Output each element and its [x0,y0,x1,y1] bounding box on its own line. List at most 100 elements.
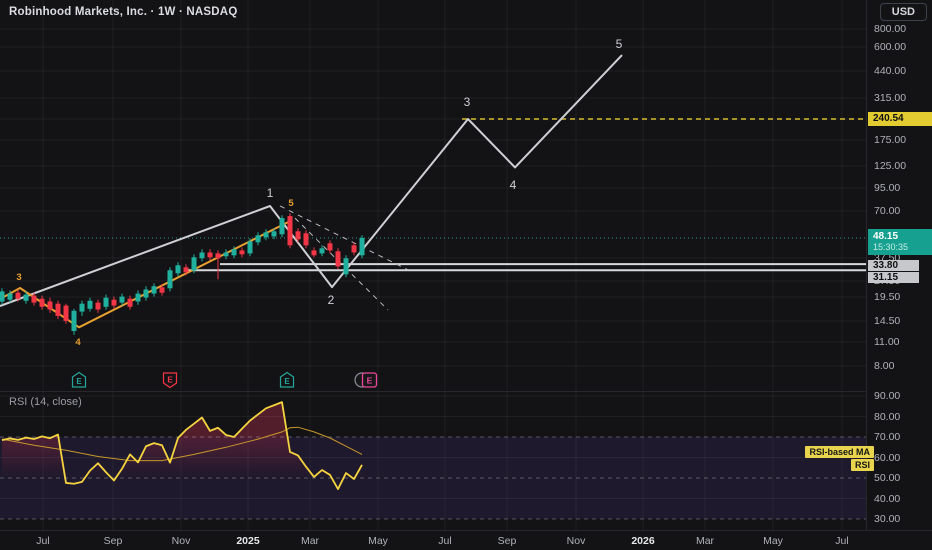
rsi-value-badge: RSI [850,459,874,471]
candle-body [207,252,213,258]
currency-button[interactable]: USD [879,3,927,21]
symbol-title[interactable]: Robinhood Markets, Inc. · 1W · NASDAQ [9,6,238,18]
candle-body [263,232,269,238]
rsi-axis-label: 80.00 [874,410,901,423]
rsi-line[interactable] [1,401,363,490]
candle-body [223,252,229,257]
price-axis-label: 70.00 [874,205,901,217]
candle-body [0,291,5,302]
elliott-wave-primary-label[interactable]: 2 [328,293,335,307]
candle-body [47,301,53,310]
candle-body [183,267,189,273]
time-axis-year-label: 2025 [236,535,260,547]
elliott-wave-minor-label[interactable]: 3 [16,272,21,283]
candle-body [287,216,293,246]
svg-text:E: E [284,377,290,386]
candle-body [271,231,277,237]
time-axis-month-label: Nov [566,535,586,547]
candle-body [135,293,141,302]
price-axis-label: 125.00 [874,160,907,172]
rsi-axis-label: 30.00 [874,513,901,525]
price-axis-label: 440.00 [874,65,907,77]
trend-channel-dashed-1[interactable] [279,205,409,271]
candle-body [127,298,133,307]
earnings-marker-icon[interactable]: E [71,371,87,388]
time-axis-month-label: Sep [497,535,517,547]
candle-body [175,265,181,274]
rsi-axis-label: 50.00 [874,472,901,484]
candle-body [15,292,21,299]
candle-body [231,249,237,256]
elliott-wave-primary[interactable] [0,54,623,307]
time-axis-month-label: Jul [438,535,452,547]
elliott-wave-primary-label[interactable]: 5 [616,37,623,51]
candle-body [103,297,109,307]
price-axis-label: 600.00 [874,41,907,53]
trend-channel-dashed-2[interactable] [294,217,389,311]
time-axis-month-label: Jul [36,535,50,547]
candle-body [119,296,125,303]
candle-body [359,238,365,256]
candle-body [215,253,221,259]
earnings-marker-icon[interactable]: E [162,372,178,389]
last-price-value: 48.15 [873,231,899,242]
time-axis-month-label: May [763,535,783,547]
candle-body [295,231,301,240]
price-axis-label: 11.00 [874,336,900,348]
candle-body [167,270,173,289]
rsi-axis-label: 70.00 [874,431,901,443]
time-axis-year-label: 2026 [631,535,655,547]
time-axis-month-label: Mar [300,535,320,547]
elliott-wave-primary-label[interactable]: 4 [510,178,517,192]
elliott-wave-minor-label[interactable]: 5 [288,198,294,209]
candle-body [151,286,157,294]
candle-body [239,250,245,255]
elliott-wave-primary-label[interactable]: 1 [267,186,274,200]
svg-text:E: E [76,377,82,386]
candle-body [319,248,325,254]
price-axis[interactable]: 800.00 600.00 440.00 315.00 175.00 125.00 95.0… [866,0,932,530]
level-price-badge: 31.15 [868,272,919,283]
candle-body [191,257,197,271]
candle-body [335,251,341,267]
time-axis-month-label: Jul [835,535,849,547]
rsi-overbought-fill [40,402,288,437]
candle-body [279,218,285,235]
candle-body [199,252,205,259]
rsi-value-badge: RSI-based MA [805,446,874,458]
candle-body [111,299,117,306]
price-axis-label: 14.50 [874,315,901,327]
time-axis-month-label: Nov [171,535,191,547]
candle-body [143,289,149,298]
rsi-indicator-label[interactable]: RSI (14, close) [9,396,82,408]
candle-body [247,241,253,254]
candle-body [159,287,165,293]
svg-text:E: E [167,376,173,385]
rsi-ma-line[interactable] [1,426,363,462]
pane-separator[interactable] [0,391,866,392]
price-axis-label: 95.00 [874,182,901,194]
elliott-wave-minor-label[interactable]: 4 [75,337,81,348]
candle-body [55,303,61,316]
price-axis-label: 8.00 [874,360,895,372]
candle-body [7,293,13,300]
candle-body [303,233,309,246]
price-axis-label: 175.00 [874,134,907,146]
candle-body [39,298,45,307]
earnings-split-marker-icon[interactable]: E [354,372,378,388]
candle-body [87,300,93,309]
candle-body [71,310,77,331]
time-axis-month-label: Mar [695,535,715,547]
rsi-axis-label: 90.00 [874,390,901,402]
candle-body [79,303,85,312]
price-axis-label: 800.00 [874,23,907,35]
time-axis[interactable]: Jul Sep Nov 2025 Mar May Jul Sep Nov 2026 Mar May Ju… [0,530,932,550]
time-axis-month-label: May [368,535,388,547]
candle-body [63,305,69,321]
candle-body [95,302,101,310]
elliott-wave-primary-label[interactable]: 3 [464,95,471,109]
svg-text:E: E [367,376,373,386]
candle-body [255,235,261,243]
earnings-marker-icon[interactable]: E [279,371,295,388]
